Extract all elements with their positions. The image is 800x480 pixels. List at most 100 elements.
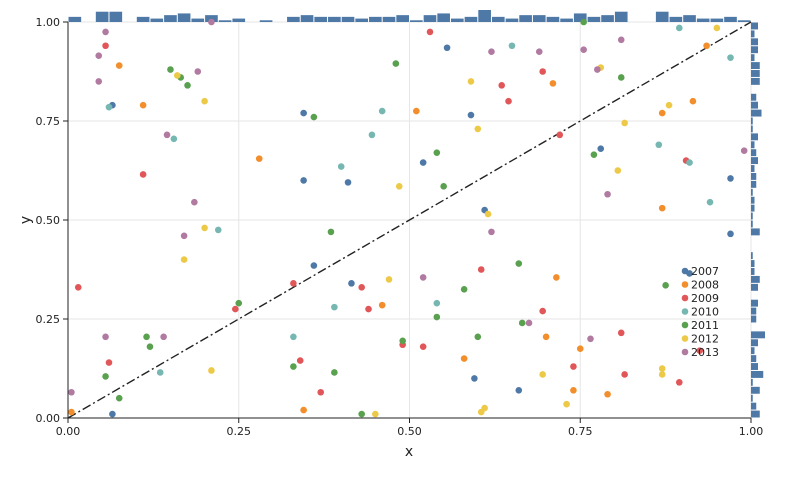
top-hist-bar-27 (437, 13, 450, 22)
top-hist-bar-5 (136, 16, 150, 22)
right-marginal-histogram (751, 22, 765, 418)
right-hist-bar-9 (751, 339, 758, 347)
x-tick-label-1: 0.25 (227, 425, 252, 438)
point-2009-6 (296, 357, 304, 364)
point-2009-15 (505, 97, 512, 105)
x-axis-title: x (405, 444, 413, 460)
top-hist-bar-2 (95, 11, 109, 22)
point-2008-8 (542, 333, 550, 341)
point-2012-0 (173, 72, 181, 79)
point-2010-7 (368, 131, 376, 139)
legend-label-2013: 2013 (691, 346, 719, 359)
top-hist-bar-11 (218, 20, 232, 22)
point-2007-1 (300, 109, 307, 117)
point-2011-14 (399, 337, 406, 345)
point-2012-8 (467, 78, 475, 85)
right-hist-bar-35 (751, 133, 758, 141)
right-hist-bar-37 (751, 117, 753, 125)
y-tick-label-3: 0.75 (36, 115, 61, 128)
point-2007-11 (515, 386, 523, 394)
point-2011-19 (474, 333, 482, 341)
point-2012-2 (201, 97, 208, 105)
point-2010-15 (727, 54, 734, 61)
point-2010-10 (508, 42, 516, 50)
point-2011-12 (358, 410, 365, 418)
point-2012-12 (484, 210, 492, 218)
point-2007-3 (344, 179, 352, 186)
legend-marker-2007 (681, 267, 689, 275)
point-2009-0 (74, 284, 82, 291)
top-hist-bar-30 (478, 10, 491, 22)
right-hist-bar-25 (751, 212, 753, 220)
right-hist-bar-49 (751, 22, 758, 30)
legend-marker-2011 (681, 321, 689, 329)
right-hist-bar-26 (751, 204, 755, 212)
right-hist-bar-19 (751, 260, 755, 268)
point-2013-1 (95, 78, 103, 85)
point-2011-20 (515, 260, 523, 267)
point-2009-11 (419, 343, 427, 351)
point-2007-7 (443, 44, 451, 52)
point-2012-1 (180, 256, 188, 263)
x-tick-label-2: 0.50 (397, 425, 422, 438)
top-hist-bar-39 (601, 15, 614, 22)
point-2009-24 (696, 347, 704, 354)
y-tick-label-2: 0.50 (36, 214, 61, 227)
top-hist-bar-32 (505, 18, 519, 22)
point-2010-2 (156, 369, 164, 376)
point-2012-17 (621, 119, 628, 127)
legend-marker-2012 (681, 335, 689, 342)
point-2011-21 (518, 319, 526, 327)
point-2008-1 (115, 62, 123, 69)
point-2008-14 (658, 109, 666, 117)
right-hist-bar-28 (751, 188, 753, 196)
y-tick-label-1: 0.25 (36, 313, 61, 326)
point-2011-25 (662, 282, 669, 289)
point-2009-16 (539, 68, 546, 75)
point-2009-19 (570, 363, 577, 370)
point-2013-17 (587, 335, 594, 343)
top-hist-bar-12 (232, 18, 246, 22)
point-2011-22 (580, 18, 587, 26)
legend-marker-2013 (681, 348, 689, 356)
right-hist-bar-32 (751, 157, 758, 165)
top-hist-bar-46 (696, 18, 710, 22)
point-2013-10 (208, 18, 215, 26)
top-marginal-histogram (68, 10, 751, 22)
point-2008-12 (576, 345, 584, 353)
right-hist-bar-14 (751, 299, 758, 307)
point-2011-9 (310, 113, 318, 121)
point-2010-8 (378, 107, 386, 115)
point-2007-8 (467, 111, 475, 119)
point-2007-6 (419, 159, 427, 166)
legend-label-2007: 2007 (691, 265, 719, 278)
point-2010-3 (214, 226, 222, 234)
point-2009-2 (105, 359, 113, 366)
top-hist-bar-31 (491, 16, 505, 22)
right-hist-bar-34 (751, 141, 755, 149)
point-2008-17 (703, 42, 710, 50)
point-2011-18 (460, 286, 468, 293)
y-axis-title: y (18, 216, 34, 224)
point-2012-6 (385, 276, 393, 283)
point-2012-18 (658, 371, 666, 378)
point-2007-14 (727, 175, 734, 182)
right-hist-bar-29 (751, 180, 757, 188)
top-hist-bar-25 (410, 20, 423, 22)
point-2008-3 (255, 155, 263, 162)
point-2013-8 (191, 198, 198, 206)
right-hist-bar-20 (751, 252, 753, 260)
right-hist-bar-23 (751, 228, 760, 236)
right-hist-bar-27 (751, 196, 755, 204)
top-hist-bar-6 (150, 18, 164, 22)
point-2013-2 (95, 52, 103, 59)
point-2013-11 (419, 274, 427, 281)
point-2012-14 (563, 400, 570, 408)
point-2011-13 (392, 60, 400, 67)
right-hist-bar-2 (751, 394, 753, 402)
point-2009-22 (675, 379, 683, 386)
point-2009-7 (317, 388, 325, 396)
point-2008-11 (570, 386, 577, 394)
